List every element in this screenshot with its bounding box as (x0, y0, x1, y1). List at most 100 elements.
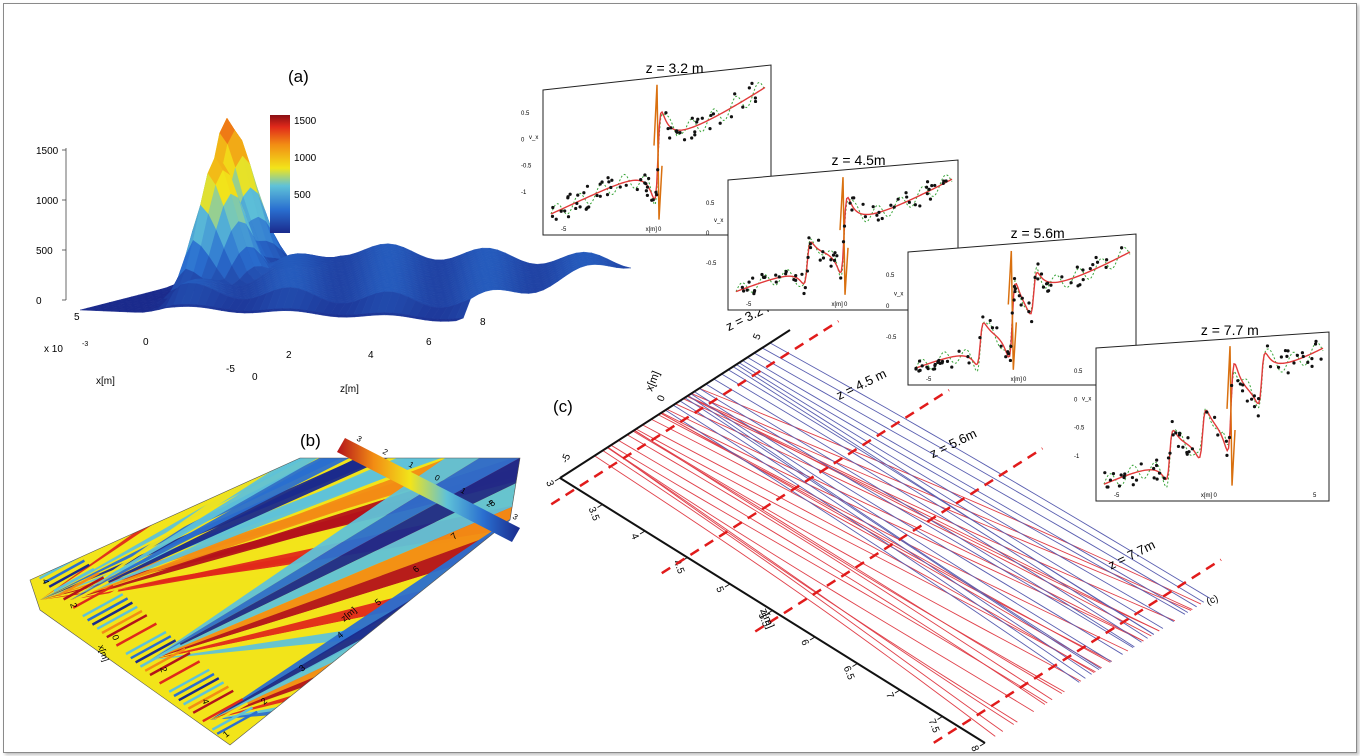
inset-data-point (981, 315, 985, 319)
inset-data-point (1108, 478, 1113, 482)
inset-data-point (568, 192, 572, 196)
inset-data-point (918, 204, 922, 208)
ray-blue (721, 373, 1148, 639)
inset-x-label: x[m] (646, 227, 658, 233)
phase-map-outline (29, 457, 521, 746)
inset-y-tick: -1 (521, 190, 527, 196)
inset-x-tick: -5 (926, 377, 932, 383)
ray-red (642, 424, 1095, 674)
inset-data-point (1292, 361, 1296, 365)
ray-blue (690, 393, 1112, 663)
panel-b-label: (b) (300, 431, 321, 450)
c-z-tick: 5.5 (756, 612, 772, 629)
inset-data-point (1105, 485, 1109, 489)
fringe-line (197, 693, 239, 719)
colorbar-b-tick: 3 (511, 512, 520, 522)
inset-data-point (875, 213, 879, 217)
inset-data-point (1081, 278, 1085, 282)
inset-x-tick: -5 (561, 227, 567, 233)
inset-red-curve (915, 251, 1131, 369)
inset-data-point (1306, 360, 1310, 364)
ray-axes: 3 3.5 4 4.5 5 5.5 6 6.5 7 7.5 8 5 0 -5 (543, 329, 986, 754)
inset-data-point (1205, 410, 1209, 414)
colorbar-b: 3 2 1 0 1 2 3 (337, 434, 520, 542)
inset-data-point (995, 326, 999, 330)
inset-data-point (917, 369, 921, 373)
inset-data-point (566, 215, 571, 219)
fringe-line (168, 668, 210, 693)
value-tick-label: 500 (36, 246, 53, 257)
inset-data-point (1020, 296, 1024, 300)
inset-data-point (682, 138, 687, 142)
inset-data-point (808, 245, 813, 250)
value-tick-label: 0 (36, 296, 42, 307)
ray-red (635, 428, 1096, 673)
inset-data-point (1060, 275, 1064, 279)
inset-data-point (664, 111, 668, 115)
inset-data-point (644, 189, 648, 193)
inset-data-point (1036, 277, 1040, 281)
x-axis-line (559, 329, 791, 479)
inset-data-point (1019, 303, 1023, 307)
inset-data-point (1152, 476, 1156, 480)
ray-blue (736, 364, 1164, 629)
inset-data-point (931, 367, 936, 371)
inset-data-point (861, 202, 865, 206)
inset-data-point (666, 126, 670, 131)
z-tick-mark (767, 610, 773, 614)
z-tick-mark (809, 636, 816, 641)
inset-data-point (711, 112, 716, 116)
fringe-line (182, 681, 225, 706)
inset-data-point (821, 250, 825, 254)
inset-data-point (988, 318, 992, 323)
inset-data-point (551, 205, 555, 210)
ray-blue (761, 347, 1205, 603)
inset-data-point (842, 224, 847, 228)
inset-data-point (1033, 275, 1037, 280)
inset-data-point (607, 180, 611, 184)
inset-data-point (1103, 471, 1107, 475)
inset-data-point (598, 182, 602, 186)
c-corner-label: (c) (1205, 593, 1220, 608)
inset-data-point (751, 276, 755, 280)
ray-blue (673, 404, 1086, 679)
colorbar-b-tick: 2 (381, 447, 390, 457)
phase-band (70, 458, 520, 600)
inset-data-point (1036, 262, 1040, 266)
inset-data-point (1279, 355, 1283, 359)
inset-data-point (576, 193, 580, 197)
ray-blue (754, 352, 1197, 608)
inset-data-point (892, 205, 896, 209)
fringe-line (216, 710, 258, 735)
inset-data-point (729, 115, 734, 119)
inset-data-point (863, 215, 868, 219)
inset-y-label: v_x (1082, 396, 1091, 402)
z-axis-label: z[m] (340, 384, 359, 395)
c-z-tick: 6 (798, 638, 810, 648)
inset-data-point (1069, 281, 1073, 285)
ray-blue (747, 356, 1189, 613)
panel-c-label: (c) (553, 397, 573, 416)
c-z-tick: 4.5 (671, 559, 687, 576)
z-tick-label: 2 (286, 350, 292, 361)
z-tick-mark (894, 689, 901, 694)
inset-data-point (1027, 310, 1031, 314)
inset-data-point (1314, 339, 1318, 343)
z-tick-mark (597, 504, 603, 508)
inset-data-point (1181, 445, 1185, 449)
b-z-tick: 6 (411, 564, 421, 575)
inset-y-tick: 0.5 (706, 201, 715, 207)
fringe-line (82, 593, 124, 618)
inset-data-point (1012, 298, 1016, 302)
inset-data-point (574, 206, 578, 211)
c-z-tick: 6.5 (841, 665, 857, 682)
inset-data-point (1286, 349, 1290, 353)
fringe-line (101, 609, 143, 635)
inset-data-point (695, 120, 699, 124)
inset-data-point (1122, 474, 1126, 478)
fringe-line (86, 597, 129, 622)
inset-data-point (1256, 414, 1260, 418)
inset-data-point (777, 275, 781, 279)
